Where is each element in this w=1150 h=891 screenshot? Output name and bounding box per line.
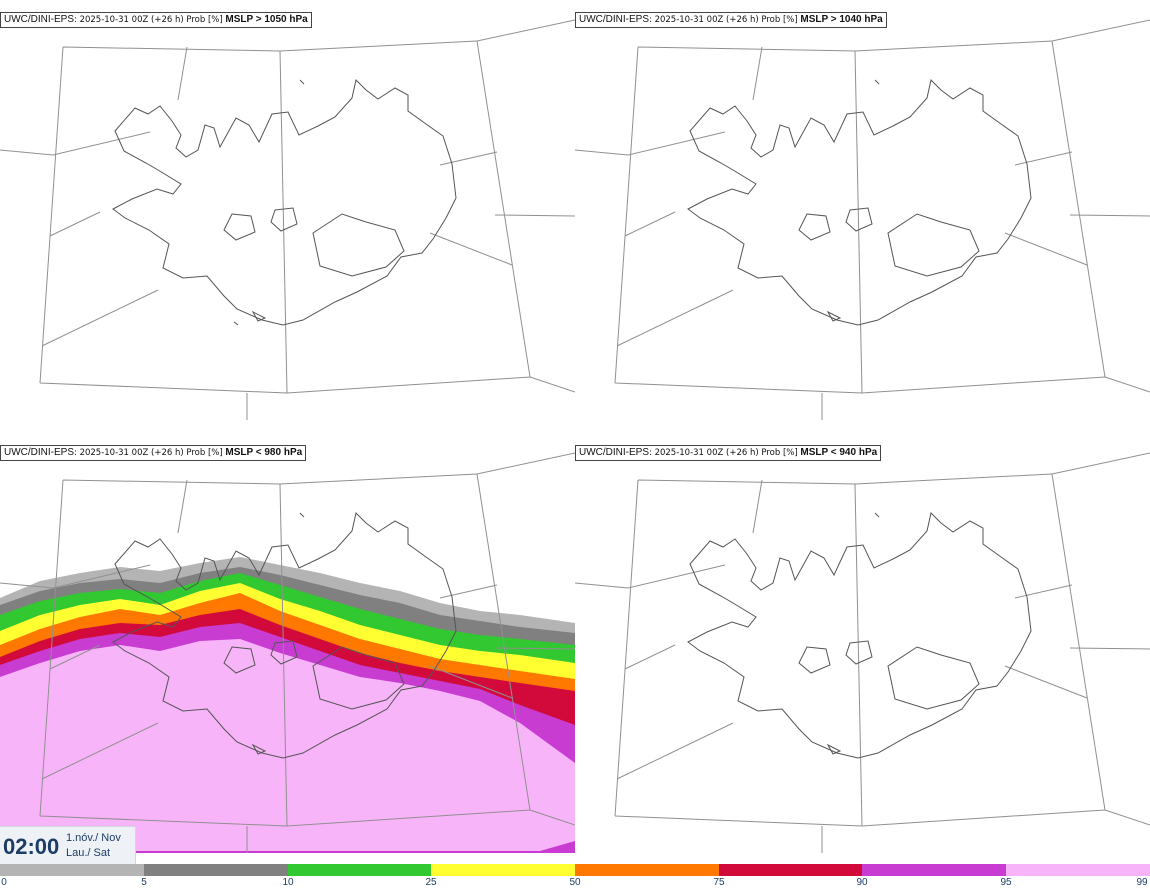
variable-label: MSLP < 980 hPa [225, 447, 303, 458]
map-panel-mslp-lt-940: UWC/DINI-EPS: 2025-10-31 00Z (+26 h) Pro… [575, 433, 1150, 853]
colorbar-segment-90-95 [862, 864, 1006, 876]
colorbar-tick: 5 [141, 877, 147, 888]
variable-label: MSLP > 1040 hPa [800, 14, 883, 25]
panel-title: UWC/DINI-EPS: 2025-10-31 00Z (+26 h) Pro… [0, 445, 307, 461]
graticule [575, 452, 1150, 853]
model-label: UWC/DINI-EPS [579, 14, 649, 25]
model-label: UWC/DINI-EPS [579, 447, 649, 458]
run-label: : 2025-10-31 00Z (+26 h) Prob [%] [74, 448, 223, 458]
map-canvas [575, 19, 1150, 420]
colorbar-segment-10-25 [288, 864, 431, 876]
colorbar-tick: 0 [1, 877, 7, 888]
panel-title: UWC/DINI-EPS: 2025-10-31 00Z (+26 h) Pro… [575, 445, 882, 461]
iceland-coastline [687, 512, 1032, 759]
prob-band-99-100 [0, 639, 575, 851]
map-panel-mslp-lt-980: UWC/DINI-EPS: 2025-10-31 00Z (+26 h) Pro… [0, 433, 575, 853]
colorbar-segment-0-5 [0, 864, 144, 876]
iceland-coastline [112, 512, 457, 759]
valid-time-box: 02:00 1.nóv./ Nov Lau./ Sat [0, 826, 136, 865]
colorbar-segment-95-99 [1006, 864, 1150, 876]
colorbar-tick: 10 [282, 877, 294, 888]
colorbar-tick: 90 [856, 877, 868, 888]
panel-title: UWC/DINI-EPS: 2025-10-31 00Z (+26 h) Pro… [0, 12, 312, 28]
map-canvas [0, 19, 575, 420]
colorbar-segment-50-75 [575, 864, 719, 876]
colorbar-tick: 95 [1000, 877, 1012, 888]
run-label: : 2025-10-31 00Z (+26 h) Prob [%] [649, 15, 798, 25]
variable-label: MSLP > 1050 hPa [225, 14, 308, 25]
valid-date-line-2: Lau./ Sat [66, 847, 111, 859]
model-label: UWC/DINI-EPS [4, 447, 74, 458]
colorbar-tick: 50 [569, 877, 581, 888]
map-canvas [575, 452, 1150, 853]
colorbar-segment-5-10 [144, 864, 288, 876]
valid-date-line-1: 1.nóv./ Nov [66, 832, 121, 844]
map-panel-mslp-gt-1040: UWC/DINI-EPS: 2025-10-31 00Z (+26 h) Pro… [575, 0, 1150, 420]
graticule [0, 19, 575, 420]
variable-label: MSLP < 940 hPa [800, 447, 878, 458]
colorbar-tick: 75 [713, 877, 725, 888]
iceland-coastline [112, 79, 457, 326]
colorbar-tick: 99 [1136, 877, 1148, 888]
graticule [575, 19, 1150, 420]
probability-shading [0, 557, 575, 853]
colorbar-tick: 25 [425, 877, 437, 888]
map-canvas [0, 452, 575, 853]
valid-time-clock: 02:00 [3, 834, 60, 859]
run-label: : 2025-10-31 00Z (+26 h) Prob [%] [649, 448, 798, 458]
model-label: UWC/DINI-EPS [4, 14, 74, 25]
iceland-coastline [687, 79, 1032, 326]
map-panel-mslp-gt-1050: UWC/DINI-EPS: 2025-10-31 00Z (+26 h) Pro… [0, 0, 575, 420]
probability-colorbar: 0 5 10 25 50 75 90 95 99 [0, 864, 1150, 891]
colorbar-segment-25-50 [431, 864, 575, 876]
run-label: : 2025-10-31 00Z (+26 h) Prob [%] [74, 15, 223, 25]
graticule [0, 452, 575, 853]
panel-title: UWC/DINI-EPS: 2025-10-31 00Z (+26 h) Pro… [575, 12, 887, 28]
colorbar-segment-75-90 [719, 864, 862, 876]
